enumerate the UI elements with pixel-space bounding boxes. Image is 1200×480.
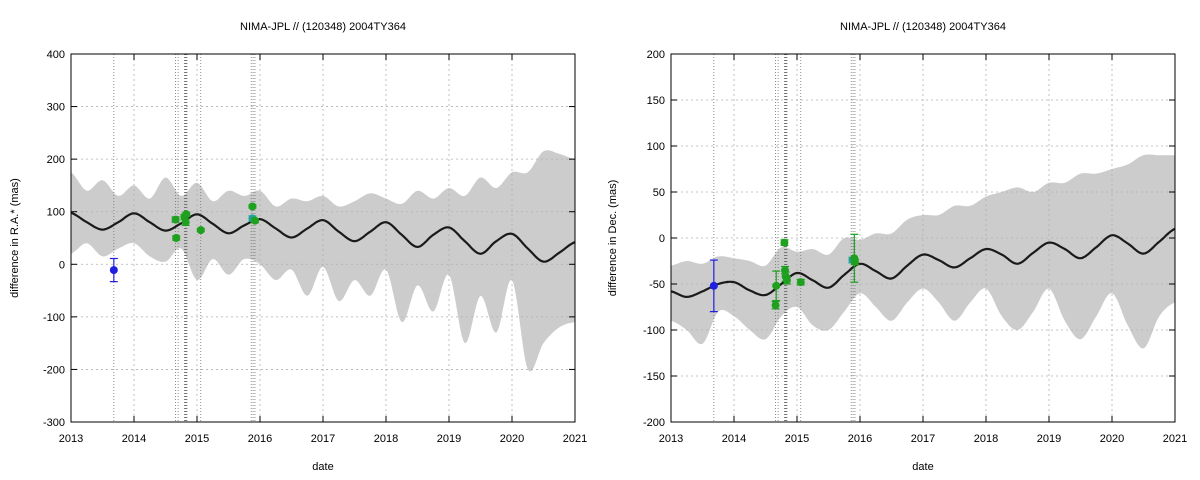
- dec-y-axis-label: difference in Dec. (mas): [607, 180, 619, 297]
- ra-y-axis-label: difference in R.A.* (mas): [9, 178, 21, 298]
- ra-data-point-0: [109, 266, 118, 275]
- ra-x-tick-label-7: 2020: [500, 433, 524, 445]
- dec-x-tick-label-2: 2015: [785, 433, 809, 445]
- ra-y-tick-label-4: 100: [47, 207, 65, 219]
- ra-x-tick-label-6: 2019: [437, 433, 461, 445]
- dec-observation-2: [772, 270, 781, 302]
- ra-observation-9: [250, 216, 259, 225]
- dec-x-tick-label-3: 2016: [848, 433, 872, 445]
- ra-y-tick-label-1: -200: [43, 364, 65, 376]
- ra-data-point-9: [250, 216, 259, 225]
- dec-observation-10: [850, 257, 859, 266]
- dec-y-tick-label-1: -150: [643, 371, 665, 383]
- dec-y-tick-label-5: 50: [653, 187, 665, 199]
- ra-x-tick-label-0: 2013: [59, 433, 83, 445]
- dec-data-point-7: [796, 278, 805, 287]
- ra-model-curve: [70, 211, 576, 263]
- ra-observation-4: [181, 218, 190, 227]
- dec-x-tick-label-4: 2017: [911, 433, 935, 445]
- dec-chart-title: NIMA-JPL // (120348) 2004TY364: [840, 21, 1006, 33]
- ra-y-tick-label-0: -300: [43, 417, 65, 429]
- ra-data-point-5: [182, 210, 191, 219]
- ra-x-tick-label-4: 2017: [311, 433, 335, 445]
- dec-y-tick-label-8: 200: [647, 49, 665, 61]
- ra-y-tick-label-5: 200: [47, 154, 65, 166]
- ra-observation-1: [171, 215, 180, 224]
- dec-data-point-1: [771, 301, 780, 310]
- ra-observation-2: [172, 234, 181, 242]
- dec-x-axis-label: date: [912, 461, 933, 473]
- dec-observation-1: [771, 300, 780, 310]
- dec-panel: NIMA-JPL // (120348) 2004TY364 date diff…: [607, 21, 1187, 473]
- ra-data-point-1: [171, 215, 180, 224]
- dec-x-tick-label-1: 2014: [722, 433, 746, 445]
- ra-observation-7: [248, 202, 257, 211]
- ra-x-tick-label-8: 2021: [563, 433, 587, 445]
- ra-observation-0: [109, 257, 118, 283]
- dec-observation-0: [709, 259, 718, 313]
- dec-y-tick-label-3: -50: [649, 279, 665, 291]
- dec-data-point-6: [782, 276, 791, 285]
- ra-data-point-7: [248, 202, 257, 211]
- dec-y-tick-label-2: -100: [643, 325, 665, 337]
- dec-y-tick-label-4: 0: [659, 233, 665, 245]
- dec-x-tick-label-5: 2018: [974, 433, 998, 445]
- dec-data-point-3: [780, 238, 789, 247]
- ra-panel: NIMA-JPL // (120348) 2004TY364 date diff…: [9, 21, 587, 473]
- ra-y-tick-label-6: 300: [47, 102, 65, 114]
- ra-data-point-6: [196, 226, 205, 235]
- dec-x-tick-label-6: 2019: [1037, 433, 1061, 445]
- ra-data-point-4: [181, 218, 190, 227]
- dec-data-point-0: [709, 281, 718, 290]
- dec-x-tick-label-0: 2013: [659, 433, 683, 445]
- dec-data-point-10: [850, 257, 859, 266]
- ra-x-tick-label-2: 2015: [185, 433, 209, 445]
- ra-observation-5: [182, 210, 191, 219]
- dec-y-tick-label-7: 150: [647, 95, 665, 107]
- dec-observation-7: [796, 278, 805, 287]
- ra-x-tick-label-3: 2016: [248, 433, 272, 445]
- ra-x-axis-label: date: [312, 461, 333, 473]
- ra-y-tick-label-3: 0: [59, 259, 65, 271]
- dec-y-tick-label-6: 100: [647, 141, 665, 153]
- ra-y-tick-label-2: -100: [43, 312, 65, 324]
- dec-x-tick-label-8: 2021: [1163, 433, 1187, 445]
- dec-data-point-2: [772, 281, 781, 290]
- dec-observation-3: [780, 238, 789, 247]
- ra-y-tick-label-7: 400: [47, 49, 65, 61]
- ra-data-point-2: [172, 234, 181, 242]
- dec-model-curve: [670, 227, 1176, 299]
- dec-y-tick-label-0: -200: [643, 417, 665, 429]
- ra-x-tick-label-1: 2014: [122, 433, 146, 445]
- ra-observation-6: [196, 226, 205, 235]
- dec-observation-6: [782, 276, 791, 285]
- ra-x-tick-label-5: 2018: [374, 433, 398, 445]
- dec-x-tick-label-7: 2020: [1100, 433, 1124, 445]
- ra-chart-title: NIMA-JPL // (120348) 2004TY364: [240, 21, 406, 33]
